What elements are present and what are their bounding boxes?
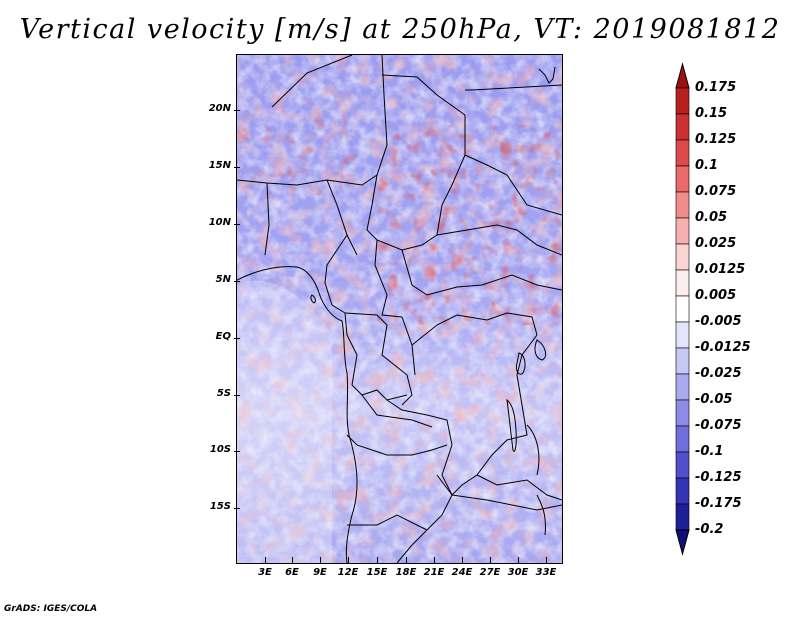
- colorbar-level-label: -0.0125: [695, 340, 751, 355]
- colorbar-swatch: [675, 165, 690, 193]
- latitude-label: EQ: [215, 331, 231, 342]
- colorbar-swatch: [675, 425, 690, 453]
- latitude-label: 5N: [215, 274, 231, 285]
- longitude-tick: [406, 557, 407, 563]
- longitude-tick: [320, 557, 321, 563]
- longitude-label: 15E: [366, 567, 388, 578]
- longitude-tick: [518, 557, 519, 563]
- longitude-tick: [348, 557, 349, 563]
- colorbar-bottom-arrow: [675, 529, 690, 556]
- colorbar-top-arrow: [675, 62, 690, 89]
- colorbar-level-label: -0.025: [695, 366, 742, 381]
- longitude-tick: [434, 557, 435, 563]
- colorbar-level-label: -0.05: [695, 392, 733, 407]
- colorbar-level-label: -0.175: [695, 496, 742, 511]
- colorbar-swatch: [675, 347, 690, 375]
- longitude-tick: [462, 557, 463, 563]
- longitude-label: 9E: [313, 567, 327, 578]
- colorbar-swatch: [675, 321, 690, 349]
- colorbar-level-label: -0.1: [695, 444, 724, 459]
- colorbar-level-label: -0.125: [695, 470, 742, 485]
- colorbar-swatch: [675, 191, 690, 219]
- colorbar-swatch: [675, 477, 690, 505]
- latitude-tick: [234, 395, 240, 396]
- latitude-label: 15N: [208, 160, 231, 171]
- grads-credit: GrADS: IGES/COLA: [4, 604, 98, 614]
- colorbar-level-label: 0.075: [695, 184, 737, 199]
- longitude-tick: [490, 557, 491, 563]
- latitude-label: 15S: [209, 501, 231, 512]
- longitude-label: 30E: [507, 567, 529, 578]
- longitude-label: 27E: [479, 567, 501, 578]
- longitude-label: 18E: [395, 567, 417, 578]
- colorbar-level-label: -0.005: [695, 314, 742, 329]
- colorbar-swatch: [675, 451, 690, 479]
- colorbar-level-label: 0.025: [695, 236, 737, 251]
- latitude-tick: [234, 224, 240, 225]
- colorbar-level-label: -0.2: [695, 522, 724, 537]
- longitude-label: 33E: [535, 567, 557, 578]
- colorbar-swatch: [675, 87, 690, 115]
- colorbar-level-label: 0.15: [695, 106, 728, 121]
- latitude-label: 10N: [208, 217, 231, 228]
- colorbar-level-label: 0.05: [695, 210, 728, 225]
- colorbar-swatch: [675, 399, 690, 427]
- colorbar-level-label: 0.0125: [695, 262, 746, 277]
- field-layer: [237, 55, 562, 563]
- longitude-tick: [377, 557, 378, 563]
- latitude-tick: [234, 338, 240, 339]
- longitude-label: 3E: [258, 567, 272, 578]
- latitude-label: 5S: [216, 388, 231, 399]
- colorbar-level-label: 0.005: [695, 288, 737, 303]
- colorbar-level-label: 0.175: [695, 80, 737, 95]
- latitude-label: 20N: [208, 103, 231, 114]
- colorbar-swatch: [675, 295, 690, 323]
- colorbar-level-label: -0.075: [695, 418, 742, 433]
- colorbar-swatch: [675, 139, 690, 167]
- longitude-label: 24E: [451, 567, 473, 578]
- longitude-tick: [546, 557, 547, 563]
- latitude-label: 10S: [209, 444, 231, 455]
- colorbar-swatch: [675, 113, 690, 141]
- latitude-tick: [234, 167, 240, 168]
- longitude-tick: [265, 557, 266, 563]
- map-panel: [236, 54, 563, 564]
- latitude-tick: [234, 110, 240, 111]
- chart-title: Vertical velocity [m/s] at 250hPa, VT: 2…: [19, 14, 781, 45]
- colorbar-swatch: [675, 269, 690, 297]
- longitude-label: 6E: [285, 567, 299, 578]
- colorbar-swatch: [675, 373, 690, 401]
- latitude-tick: [234, 451, 240, 452]
- longitude-label: 12E: [337, 567, 359, 578]
- longitude-label: 21E: [423, 567, 445, 578]
- latitude-tick: [234, 508, 240, 509]
- colorbar-swatch: [675, 503, 690, 531]
- colorbar-swatch: [675, 243, 690, 271]
- longitude-tick: [292, 557, 293, 563]
- colorbar-level-label: 0.125: [695, 132, 737, 147]
- country-borders: [237, 55, 562, 563]
- colorbar-swatch: [675, 217, 690, 245]
- latitude-tick: [234, 281, 240, 282]
- colorbar-level-label: 0.1: [695, 158, 719, 173]
